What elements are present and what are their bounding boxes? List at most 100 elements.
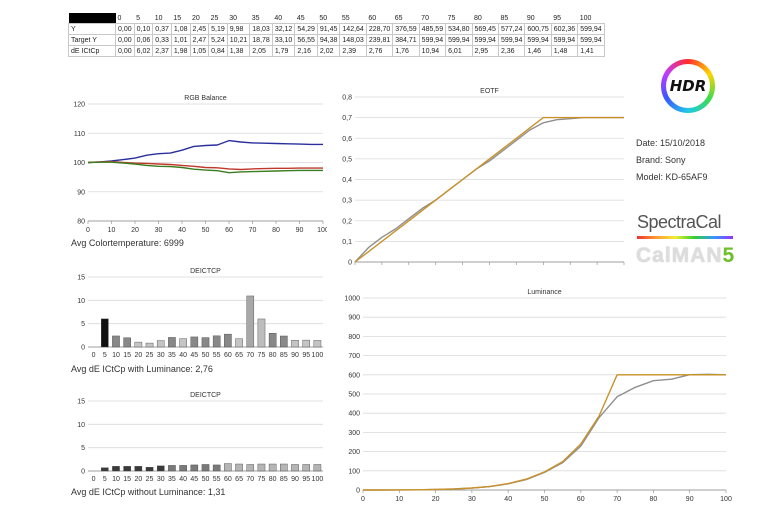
y-tick-label: 15 — [77, 275, 85, 282]
bar — [201, 464, 210, 472]
table-cell: 1,38 — [226, 45, 251, 57]
table-cell: 0,33 — [152, 34, 172, 46]
avg-de-with-luminance-caption: Avg dE ICtCp with Luminance: 2,76 — [71, 364, 213, 374]
x-tick-label: 20 — [131, 227, 139, 234]
table-header-cell: 30 — [229, 14, 238, 22]
table-header-cell: 95 — [553, 14, 562, 22]
bar — [123, 337, 131, 348]
bar — [112, 335, 120, 348]
table-cell: 602,36 — [550, 23, 579, 35]
bar — [235, 338, 243, 348]
table-cell: 6,01 — [445, 45, 473, 57]
table-cell: 33,10 — [271, 34, 296, 46]
x-tick-label: 80 — [272, 227, 280, 234]
table-header-cell: 15 — [173, 14, 182, 22]
table-cell: 2,95 — [471, 45, 499, 57]
table-header-cell: 5 — [136, 14, 141, 22]
y-tick-label: 600 — [348, 372, 360, 379]
x-tick-label: 60 — [224, 352, 232, 359]
bar — [134, 466, 143, 472]
table-header-cell: 10 — [154, 14, 163, 22]
x-tick-label: 20 — [134, 476, 142, 483]
x-tick-label: 50 — [202, 352, 210, 359]
x-tick-label: 95 — [302, 352, 310, 359]
chart-title: DEICTCP — [190, 268, 221, 275]
table-cell: 228,70 — [365, 23, 394, 35]
table-cell: 2,76 — [365, 45, 394, 57]
x-tick-label: 30 — [157, 476, 165, 483]
bar — [156, 340, 165, 348]
x-tick-label: 0 — [92, 476, 96, 483]
target-series-line — [354, 116, 624, 263]
y-tick-label: 15 — [77, 399, 85, 406]
y-tick-label: 0 — [81, 345, 85, 352]
x-tick-label: 30 — [468, 496, 476, 503]
y-tick-label: 800 — [348, 334, 360, 341]
table-cell: 18,03 — [249, 23, 273, 35]
y-tick-label: 5 — [81, 321, 85, 328]
table-cell: 1,48 — [550, 45, 579, 57]
table-header-cell: 60 — [368, 14, 377, 22]
table-cell: 376,59 — [392, 23, 420, 35]
table-cell: 2,37 — [152, 45, 172, 57]
x-tick-label: 80 — [269, 476, 277, 483]
table-cell: 0,37 — [152, 23, 172, 35]
x-tick-label: 70 — [246, 352, 254, 359]
table-header-cell: 70 — [421, 14, 429, 22]
bar — [302, 339, 310, 348]
x-tick-label: 100 — [317, 227, 327, 234]
y-tick-label: 0,7 — [342, 115, 352, 122]
table-row: Y 0,00 0,10 0,37 1,08 2,45 5,19 9,98 18,03 32,12 5… — [68, 23, 605, 35]
bar — [201, 337, 210, 348]
x-tick-label: 80 — [650, 496, 658, 503]
bar — [101, 318, 109, 348]
hdr-logo: HDR — [661, 59, 715, 113]
luminance-chart: Luminance 0 100 200 300 400 500 600 700 800 900 100… — [336, 286, 736, 504]
table-cell: 1,46 — [524, 45, 552, 57]
x-tick-label: 40 — [179, 352, 187, 359]
table-cell: 142,64 — [339, 23, 367, 35]
table-cell: 599,94 — [445, 34, 473, 46]
de-ictcp-with-luminance-chart: DEICTCP 0 5 10 15 0 5 10 15 20 25 30 35 40 45 50 55 60 65 7… — [65, 266, 327, 360]
x-tick-label: 100 — [720, 496, 732, 503]
table-cell: 0,00 — [115, 23, 135, 35]
x-tick-label: 40 — [504, 496, 512, 503]
bar — [212, 464, 221, 472]
x-tick-label: 55 — [213, 352, 221, 359]
x-tick-label: 70 — [613, 496, 621, 503]
x-tick-label: 25 — [146, 476, 154, 483]
table-cell: 0,84 — [208, 45, 228, 57]
x-tick-label: 50 — [541, 496, 549, 503]
table-cell: 2,39 — [339, 45, 367, 57]
table-header-cell: 65 — [394, 14, 403, 22]
table-header-cell: 45 — [296, 14, 305, 22]
table-cell: 9,98 — [226, 23, 251, 35]
table-cell: 2,36 — [497, 45, 526, 57]
y-tick-label: 0,3 — [342, 198, 352, 205]
table-header-cell: 50 — [319, 14, 328, 22]
bar — [179, 338, 187, 348]
model-label: Model: KD-65AF9 — [636, 172, 708, 182]
calman-logo: CalMAN5 — [636, 244, 735, 268]
x-tick-label: 45 — [190, 352, 198, 359]
bar — [235, 463, 243, 472]
table-cell: 2,47 — [189, 34, 210, 46]
x-tick-label: 90 — [291, 476, 299, 483]
table-header-cell: 0 — [117, 14, 122, 22]
table-row: dE ICtCp 0,00 6,02 2,37 1,98 1,05 0,84 1,38 2,05… — [68, 45, 605, 57]
x-tick-label: 75 — [258, 352, 266, 359]
table-cell: 94,38 — [316, 34, 341, 46]
brand-label: Brand: Sony — [636, 155, 686, 165]
x-tick-label: 65 — [235, 476, 243, 483]
x-tick-label: 90 — [291, 352, 299, 359]
y-tick-label: 80 — [77, 219, 85, 226]
bar — [313, 464, 322, 472]
x-tick-label: 35 — [168, 352, 176, 359]
table-cell: 599,94 — [418, 34, 447, 46]
y-tick-label: 300 — [348, 430, 360, 437]
table-cell: 1,76 — [392, 45, 420, 57]
x-tick-label: 60 — [577, 496, 585, 503]
table-cell: 1,41 — [577, 45, 605, 57]
date-label: Date: 15/10/2018 — [636, 138, 706, 148]
